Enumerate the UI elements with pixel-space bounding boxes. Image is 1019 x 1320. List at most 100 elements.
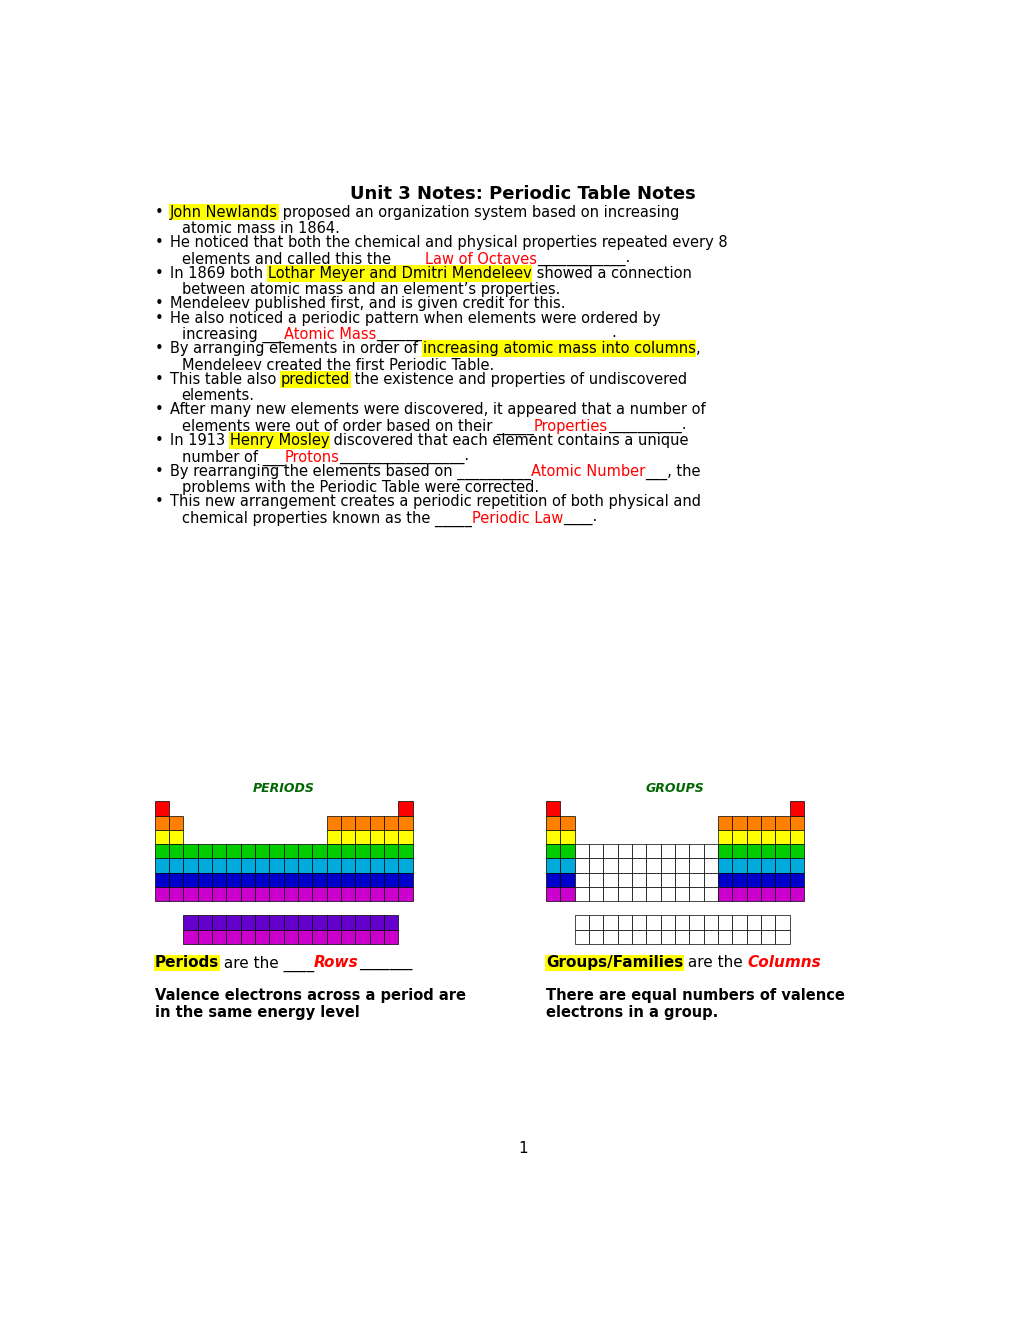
Bar [603, 858, 618, 873]
Bar [660, 843, 675, 858]
Bar [660, 887, 675, 902]
Bar [326, 843, 340, 858]
Bar [545, 858, 559, 873]
Bar [574, 915, 588, 929]
Bar [169, 843, 183, 858]
Bar [369, 858, 383, 873]
Text: •: • [155, 403, 163, 417]
Bar [198, 929, 212, 944]
Text: elements and called this the ____: elements and called this the ____ [181, 252, 425, 268]
Text: atomic mass in 1864.: atomic mass in 1864. [181, 222, 339, 236]
Bar [198, 915, 212, 929]
Bar [646, 873, 660, 887]
Bar [760, 816, 774, 830]
Text: the existence and properties of undiscovered: the existence and properties of undiscov… [351, 372, 687, 387]
Text: Unit 3 Notes: Periodic Table Notes: Unit 3 Notes: Periodic Table Notes [350, 185, 695, 203]
Bar [703, 873, 717, 887]
Bar [545, 843, 559, 858]
Bar [198, 873, 212, 887]
Bar [588, 843, 603, 858]
Bar [789, 801, 803, 816]
Bar [588, 915, 603, 929]
Bar [312, 929, 326, 944]
Bar [355, 929, 369, 944]
Text: problems with the Periodic Table were corrected.: problems with the Periodic Table were co… [181, 480, 538, 495]
Bar [675, 843, 689, 858]
Text: 1: 1 [518, 1140, 527, 1155]
Bar [632, 858, 646, 873]
Bar [269, 858, 283, 873]
Bar [169, 873, 183, 887]
Bar [398, 858, 413, 873]
Bar [689, 843, 703, 858]
Bar [183, 915, 198, 929]
Bar [369, 887, 383, 902]
Bar [155, 858, 169, 873]
Bar [326, 887, 340, 902]
Bar [283, 929, 298, 944]
Text: •: • [155, 372, 163, 387]
Bar [169, 887, 183, 902]
Text: By arranging elements in order of: By arranging elements in order of [170, 341, 422, 356]
Bar [355, 887, 369, 902]
Text: GROUPS: GROUPS [645, 783, 704, 795]
Bar [312, 858, 326, 873]
Bar [675, 915, 689, 929]
Bar [789, 830, 803, 843]
Bar [369, 873, 383, 887]
Text: There are equal numbers of valence
electrons in a group.: There are equal numbers of valence elect… [545, 987, 844, 1020]
Bar [183, 887, 198, 902]
Bar [717, 873, 732, 887]
Bar [703, 887, 717, 902]
Text: This table also: This table also [170, 372, 281, 387]
Bar [255, 915, 269, 929]
Bar [746, 887, 760, 902]
Bar [283, 843, 298, 858]
Bar [689, 858, 703, 873]
Bar [545, 801, 559, 816]
Text: Columns: Columns [747, 956, 821, 970]
Bar [226, 858, 240, 873]
Bar [774, 929, 789, 944]
Text: PERIODS: PERIODS [253, 783, 314, 795]
Bar [789, 843, 803, 858]
Bar [675, 887, 689, 902]
Bar [340, 887, 355, 902]
Bar [746, 873, 760, 887]
Text: John Newlands: John Newlands [170, 205, 278, 219]
Bar [355, 830, 369, 843]
Bar [383, 887, 398, 902]
Text: Groups/Families: Groups/Families [545, 956, 683, 970]
Text: proposed an organization system based on increasing: proposed an organization system based on… [278, 205, 679, 219]
Bar [183, 858, 198, 873]
Bar [646, 843, 660, 858]
Text: •: • [155, 433, 163, 447]
Bar [369, 843, 383, 858]
Bar [618, 873, 632, 887]
Text: •: • [155, 310, 163, 326]
Bar [689, 873, 703, 887]
Bar [732, 873, 746, 887]
Text: Atomic Number: Atomic Number [531, 463, 645, 479]
Bar [212, 887, 226, 902]
Bar [155, 873, 169, 887]
Text: In 1869 both: In 1869 both [170, 265, 268, 281]
Bar [588, 929, 603, 944]
Text: are the ____: are the ____ [219, 956, 314, 972]
Bar [660, 858, 675, 873]
Bar [155, 887, 169, 902]
Text: discovered that each element contains a unique: discovered that each element contains a … [329, 433, 688, 447]
Bar [574, 887, 588, 902]
Bar [383, 858, 398, 873]
Bar [183, 873, 198, 887]
Bar [383, 915, 398, 929]
Bar [618, 929, 632, 944]
Text: •: • [155, 463, 163, 479]
Bar [603, 929, 618, 944]
Bar [298, 843, 312, 858]
Bar [717, 929, 732, 944]
Text: Rows: Rows [314, 956, 359, 970]
Bar [646, 858, 660, 873]
Bar [732, 843, 746, 858]
Text: He also noticed a periodic pattern when elements were ordered by: He also noticed a periodic pattern when … [170, 310, 660, 326]
